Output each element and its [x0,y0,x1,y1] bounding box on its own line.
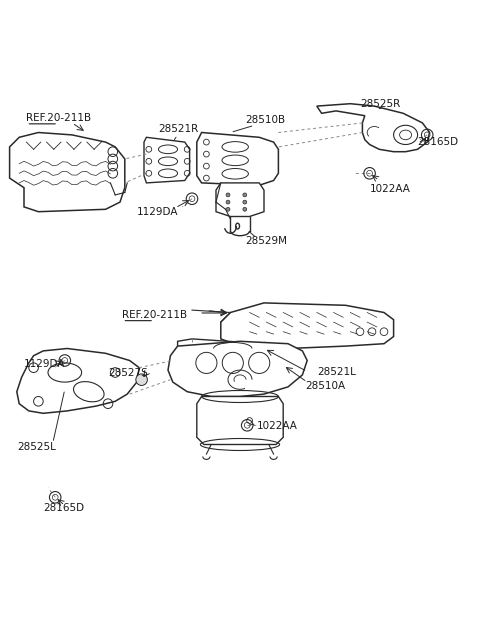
Text: 28527S: 28527S [108,369,148,379]
Circle shape [136,374,147,386]
Circle shape [226,193,230,197]
Text: 28529M: 28529M [245,236,287,246]
Polygon shape [221,303,394,349]
Circle shape [226,200,230,204]
Text: 28521R: 28521R [158,124,199,134]
Text: 28525R: 28525R [360,99,400,109]
Circle shape [243,200,247,204]
Circle shape [243,193,247,197]
Polygon shape [144,138,190,183]
Polygon shape [317,104,430,152]
Text: 1129DA: 1129DA [24,359,65,369]
Text: 1129DA: 1129DA [137,207,178,217]
Text: 28165D: 28165D [43,503,84,513]
Polygon shape [17,349,139,413]
Polygon shape [168,341,307,396]
Polygon shape [216,183,264,216]
Text: 28510B: 28510B [245,114,285,124]
Text: 28525L: 28525L [17,442,56,452]
Text: 1022AA: 1022AA [257,421,298,431]
Polygon shape [10,132,125,212]
Circle shape [226,208,230,211]
Text: 28165D: 28165D [418,137,459,147]
Text: 1022AA: 1022AA [370,184,410,194]
Text: REF.20-211B: REF.20-211B [122,310,188,320]
Polygon shape [197,396,283,444]
Text: REF.20-211B: REF.20-211B [26,113,92,123]
Text: 28521L: 28521L [317,367,356,377]
Text: 28510A: 28510A [305,381,345,391]
Polygon shape [178,339,288,358]
Polygon shape [197,132,278,185]
Circle shape [243,208,247,211]
